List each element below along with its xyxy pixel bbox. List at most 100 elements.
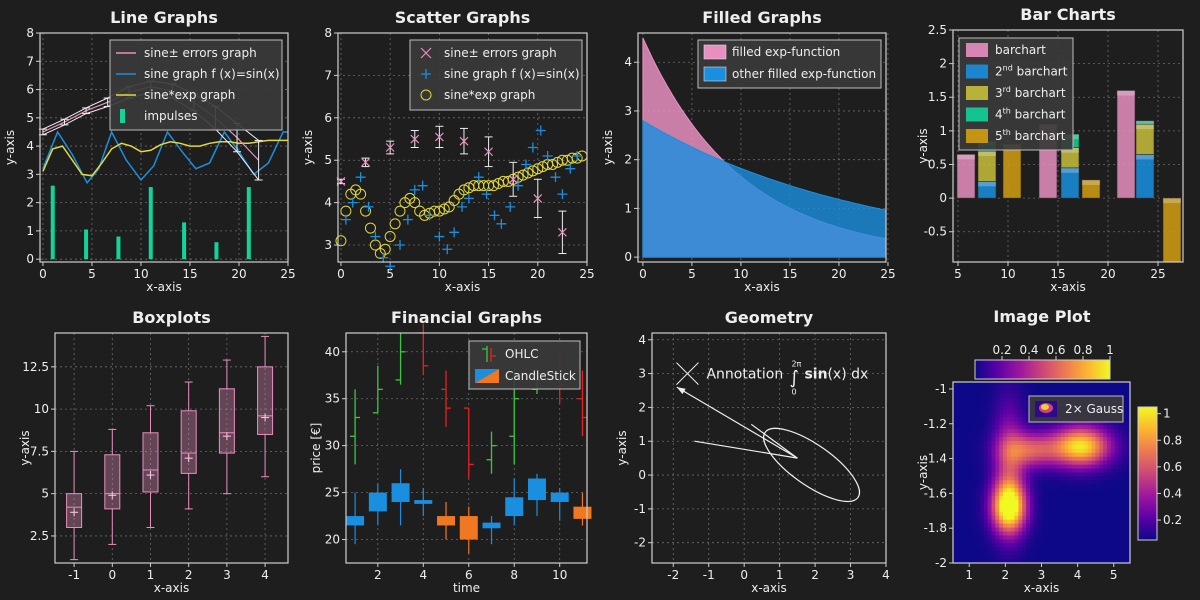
- heatmap-cell: [1080, 543, 1084, 548]
- heatmap-cell: [1103, 551, 1107, 556]
- heatmap-cell: [1084, 500, 1088, 505]
- heatmap-cell: [1022, 465, 1026, 470]
- heatmap-cell: [1053, 437, 1057, 442]
- heatmap-cell: [1007, 425, 1011, 430]
- candle-body: [392, 483, 410, 502]
- heatmap-cell: [976, 484, 980, 489]
- heatmap-cell: [1022, 402, 1026, 407]
- heatmap-cell: [1026, 453, 1030, 458]
- heatmap-cell: [1015, 433, 1019, 438]
- heatmap-cell: [1053, 520, 1057, 525]
- heatmap-cell: [1026, 508, 1030, 513]
- y-tick-label: 6: [26, 83, 34, 97]
- heatmap-cell: [1057, 390, 1061, 395]
- heatmap-cell: [1049, 492, 1053, 497]
- heatmap-cell: [1122, 512, 1126, 517]
- heatmap-cell: [995, 520, 999, 525]
- heatmap-cell: [1080, 425, 1084, 430]
- heatmap-cell: [980, 543, 984, 548]
- heatmap-cell: [980, 413, 984, 418]
- heatmap-cell: [1003, 461, 1007, 466]
- heatmap-cell: [1103, 492, 1107, 497]
- heatmap-cell: [968, 469, 972, 474]
- heatmap-cell: [1068, 528, 1072, 533]
- heatmap-cell: [1007, 516, 1011, 521]
- y-tick-label: 3: [26, 167, 34, 181]
- legend-label: sine*exp graph: [144, 88, 235, 102]
- heatmap-cell: [1068, 504, 1072, 509]
- heatmap-cell: [957, 476, 961, 481]
- heatmap-cell: [1022, 508, 1026, 513]
- heatmap-cell: [1022, 461, 1026, 466]
- x-axis-label: x-axis: [445, 280, 480, 294]
- heatmap-cell: [1076, 390, 1080, 395]
- heatmap-cell: [999, 539, 1003, 544]
- heatmap-cell: [1007, 386, 1011, 391]
- heatmap-cell: [1015, 539, 1019, 544]
- heatmap-cell: [1099, 433, 1103, 438]
- heatmap-cell: [972, 465, 976, 470]
- heatmap-cell: [1111, 429, 1115, 434]
- heatmap-cell: [1042, 504, 1046, 509]
- heatmap-cell: [1030, 547, 1034, 552]
- heatmap-cell: [1080, 500, 1084, 505]
- heatmap-cell: [965, 512, 969, 517]
- heatmap-cell: [1061, 386, 1065, 391]
- heatmap-cell: [972, 528, 976, 533]
- boxplot: [219, 360, 234, 494]
- colorbar-top: [975, 360, 1110, 379]
- impulse-bar: [149, 187, 153, 259]
- annotation-upper: 2π: [791, 360, 801, 369]
- heatmap-cell: [980, 382, 984, 387]
- legend-label: 2× Gauss: [1065, 402, 1123, 416]
- heatmap-cell: [1076, 543, 1080, 548]
- heatmap-cell: [1099, 543, 1103, 548]
- heatmap-cell: [984, 480, 988, 485]
- heatmap-cell: [1018, 480, 1022, 485]
- heatmap-cell: [1026, 476, 1030, 481]
- y-tick-label: 7.5: [30, 444, 49, 458]
- heatmap-cell: [1068, 473, 1072, 478]
- heatmap-cell: [1107, 492, 1111, 497]
- heatmap-cell: [1072, 539, 1076, 544]
- heatmap-cell: [1011, 480, 1015, 485]
- heatmap-cell: [961, 429, 965, 434]
- heatmap-cell: [1045, 449, 1049, 454]
- heatmap-cell: [1034, 496, 1038, 501]
- chart-scatter: Scatter Graphs0 5 10 15 20 25345678x-axisy-ax…: [301, 8, 595, 294]
- heatmap-cell: [1103, 441, 1107, 446]
- impulse-bar: [51, 186, 55, 260]
- heatmap-cell: [1061, 465, 1065, 470]
- candlestick: [460, 507, 478, 554]
- impulse-bar: [116, 237, 120, 260]
- heatmap-cell: [1122, 492, 1126, 497]
- heatmap-cell: [1103, 480, 1107, 485]
- heatmap-cell: [976, 425, 980, 430]
- heatmap-cell: [1080, 504, 1084, 509]
- heatmap-cell: [1030, 512, 1034, 517]
- heatmap-cell: [1034, 504, 1038, 509]
- heatmap-cell: [984, 476, 988, 481]
- heatmap-cell: [1045, 437, 1049, 442]
- heatmap-cell: [1103, 449, 1107, 454]
- heatmap-cell: [1022, 417, 1026, 422]
- heatmap-cell: [968, 500, 972, 505]
- heatmap-cell: [953, 532, 957, 537]
- x-tick-label: 3: [223, 568, 231, 582]
- heatmap-cell: [1057, 520, 1061, 525]
- heatmap-cell: [1057, 386, 1061, 391]
- heatmap-cell: [953, 528, 957, 533]
- y-tick-label: -1: [935, 382, 947, 396]
- heatmap-cell: [965, 500, 969, 505]
- heatmap-cell: [1015, 449, 1019, 454]
- heatmap-cell: [984, 398, 988, 403]
- heatmap-cell: [957, 488, 961, 493]
- heatmap-cell: [1092, 535, 1096, 540]
- heatmap-cell: [995, 410, 999, 415]
- heatmap-cell: [1115, 512, 1119, 517]
- heatmap-cell: [1068, 543, 1072, 548]
- box-body: [219, 389, 234, 453]
- heatmap-cell: [1103, 429, 1107, 434]
- heatmap-cell: [1115, 555, 1119, 560]
- candle-body: [414, 500, 432, 504]
